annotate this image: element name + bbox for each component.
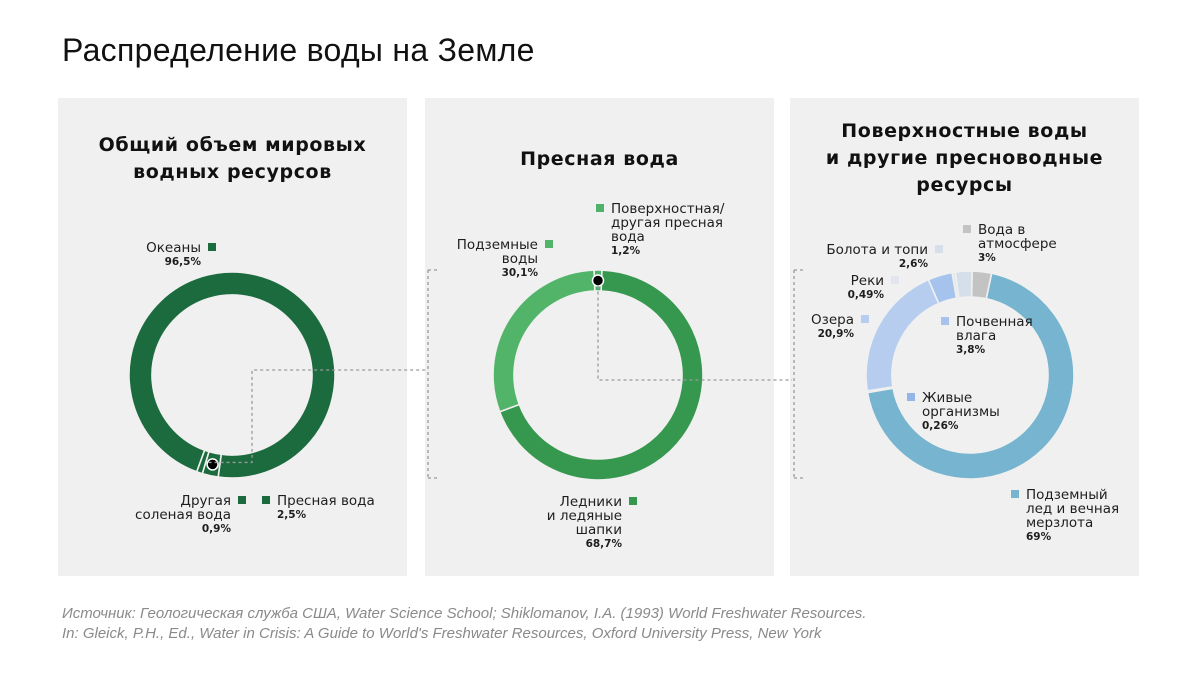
slice-3-7 — [970, 270, 993, 300]
label-value: 3,8% — [956, 344, 986, 356]
label-value: 20,9% — [818, 328, 855, 340]
legend-swatch — [935, 245, 943, 253]
label-value: 1,2% — [611, 245, 641, 257]
legend-swatch — [1011, 490, 1019, 498]
slice-2-2 — [498, 269, 704, 481]
legend-swatch — [963, 225, 971, 233]
label-name: Вода в — [978, 222, 1025, 238]
label-name: Живые — [922, 390, 972, 406]
legend-swatch — [208, 243, 216, 251]
label-name: лед и вечная — [1026, 501, 1119, 517]
label-value: 69% — [1026, 531, 1052, 543]
connector-1 — [208, 369, 428, 464]
legend-swatch — [545, 240, 553, 248]
label-name: Подземные — [457, 237, 538, 253]
donut-chart-1 — [128, 271, 336, 479]
label-name: шапки — [576, 522, 622, 538]
label-name: воды — [502, 251, 538, 267]
label-value: 96,5% — [165, 256, 202, 268]
source-note: Источник: Геологическая служба США, Wate… — [62, 604, 866, 644]
label-name: соленая вода — [135, 507, 231, 523]
legend-swatch — [596, 204, 604, 212]
label-name: мерзлота — [1026, 515, 1093, 531]
label-value: 0,9% — [202, 523, 232, 535]
label-name: Пресная вода — [277, 493, 375, 509]
slice-1-3 — [195, 449, 210, 475]
label-value: 0,26% — [922, 420, 959, 432]
panel-surface-water: Поверхностные воды и другие пресноводные… — [790, 98, 1139, 576]
slice-2-3 — [492, 269, 596, 413]
source-line-1: Источник: Геологическая служба США, Wate… — [62, 605, 867, 622]
label-name: и ледяные — [547, 508, 622, 524]
panel-fresh-water: Пресная вода — [425, 98, 774, 576]
source-line-2: In: Gleick, P.H., Ed., Water in Crisis: … — [62, 625, 822, 642]
label-name: Поверхностная/ — [611, 201, 725, 217]
connector-2 — [597, 285, 792, 381]
focus-dot-fresh-water — [206, 458, 219, 471]
label-name: Подземный — [1026, 487, 1108, 503]
slice-1-1 — [128, 271, 336, 479]
label-value: 2,6% — [899, 258, 929, 270]
legend-swatch — [941, 317, 949, 325]
label-name: организмы — [922, 404, 1000, 420]
label-name: Другая — [180, 493, 231, 509]
legend-swatch — [262, 496, 270, 504]
legend-swatch — [891, 276, 899, 284]
donut-chart-3 — [865, 270, 1075, 480]
label-value: 3% — [978, 252, 996, 264]
label-name: Почвенная — [956, 314, 1033, 330]
page-title: Распределение воды на Земле — [62, 32, 535, 68]
slice-3-1 — [866, 272, 1075, 480]
label-value: 68,7% — [586, 538, 623, 550]
label-name: атмосфере — [978, 236, 1057, 252]
label-name: Реки — [851, 273, 884, 289]
legend-swatch — [238, 496, 246, 504]
label-name: Болота и топи — [826, 242, 928, 258]
legend-swatch — [629, 497, 637, 505]
label-name: влага — [956, 328, 996, 344]
slice-3-6 — [954, 270, 974, 299]
label-name: вода — [611, 229, 645, 245]
focus-dot-surface-water — [591, 274, 605, 287]
label-name: Ледники — [560, 494, 622, 510]
label-name: другая пресная — [611, 215, 723, 231]
label-value: 30,1% — [502, 267, 539, 279]
label-value: 2,5% — [277, 509, 307, 521]
legend-swatch — [907, 393, 915, 401]
label-value: 0,49% — [848, 289, 885, 301]
legend-swatch — [861, 315, 869, 323]
panel-total-water: Общий объем мировых водных ресурсов — [58, 98, 407, 576]
label-name: Озера — [811, 312, 854, 328]
panel-title: Поверхностные воды и другие пресноводные… — [825, 120, 1104, 196]
label-name: Океаны — [146, 240, 201, 256]
donut-chart-2 — [492, 269, 704, 481]
panel-title: Общий объем мировых водных ресурсов — [98, 134, 367, 183]
panel-title: Пресная вода — [520, 148, 679, 170]
